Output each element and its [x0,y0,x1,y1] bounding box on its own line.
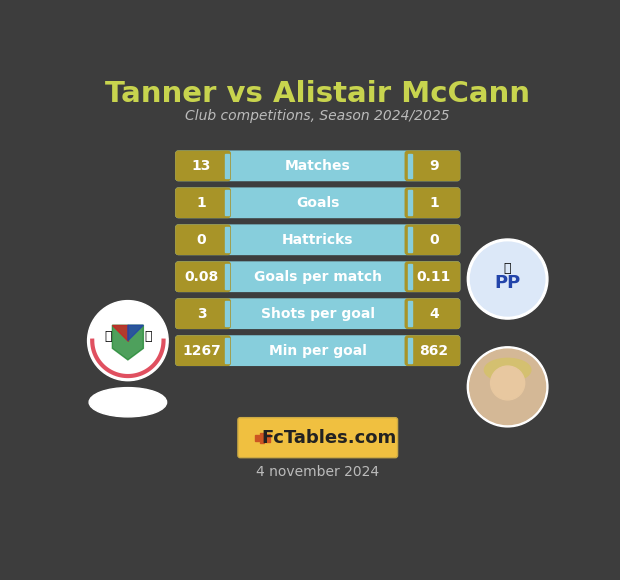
Text: 13: 13 [192,159,211,173]
FancyBboxPatch shape [175,224,231,255]
Circle shape [90,303,166,378]
FancyBboxPatch shape [175,262,231,292]
Text: 1: 1 [429,196,439,210]
FancyBboxPatch shape [404,150,460,182]
Text: Goals per match: Goals per match [254,270,382,284]
Text: 862: 862 [420,343,448,358]
Text: 4: 4 [429,307,439,321]
FancyBboxPatch shape [175,224,460,255]
Circle shape [467,239,548,319]
Text: Goals: Goals [296,196,339,210]
Text: 0: 0 [429,233,439,246]
Bar [408,227,412,252]
Text: Matches: Matches [285,159,351,173]
FancyBboxPatch shape [175,187,460,218]
FancyBboxPatch shape [175,150,231,182]
Bar [408,190,412,215]
Text: Hattricks: Hattricks [282,233,353,246]
Text: 3: 3 [197,307,206,321]
Circle shape [471,242,545,316]
FancyBboxPatch shape [175,335,460,366]
Text: 🦁: 🦁 [104,330,112,343]
Bar [408,302,412,326]
Text: 4 november 2024: 4 november 2024 [256,465,379,478]
FancyBboxPatch shape [404,335,460,366]
Bar [224,227,229,252]
Circle shape [467,347,548,427]
Polygon shape [112,325,143,360]
Circle shape [490,366,525,400]
Text: Club competitions, Season 2024/2025: Club competitions, Season 2024/2025 [185,109,450,123]
Bar [224,154,229,178]
FancyBboxPatch shape [175,298,460,329]
Ellipse shape [484,358,531,382]
Bar [408,154,412,178]
Text: 🦁: 🦁 [144,330,152,343]
Polygon shape [128,325,143,340]
Bar [408,338,412,363]
Bar [224,264,229,289]
Circle shape [87,300,168,380]
Text: 0.11: 0.11 [417,270,451,284]
Text: Tanner vs Alistair McCann: Tanner vs Alistair McCann [105,80,530,108]
Bar [266,434,270,441]
Bar [224,302,229,326]
FancyBboxPatch shape [404,262,460,292]
Text: Min per goal: Min per goal [269,343,366,358]
Bar [224,338,229,363]
FancyBboxPatch shape [175,262,460,292]
Text: 1: 1 [197,196,206,210]
FancyBboxPatch shape [404,187,460,218]
FancyBboxPatch shape [175,187,231,218]
FancyBboxPatch shape [175,335,231,366]
FancyBboxPatch shape [404,224,460,255]
Text: 9: 9 [429,159,439,173]
Bar [260,433,264,443]
Circle shape [470,349,546,425]
Text: FcTables.com: FcTables.com [262,429,397,447]
Bar [408,264,412,289]
Text: Shots per goal: Shots per goal [261,307,374,321]
Text: PP: PP [495,274,521,292]
Bar [255,434,259,441]
FancyBboxPatch shape [175,298,231,329]
Polygon shape [112,325,128,340]
Text: 0.08: 0.08 [184,270,219,284]
Bar [224,190,229,215]
FancyBboxPatch shape [175,150,460,182]
Text: 0: 0 [197,233,206,246]
Ellipse shape [89,387,167,417]
FancyBboxPatch shape [404,298,460,329]
Text: 1267: 1267 [182,343,221,358]
Text: 🐑: 🐑 [504,262,511,275]
FancyBboxPatch shape [238,418,397,458]
